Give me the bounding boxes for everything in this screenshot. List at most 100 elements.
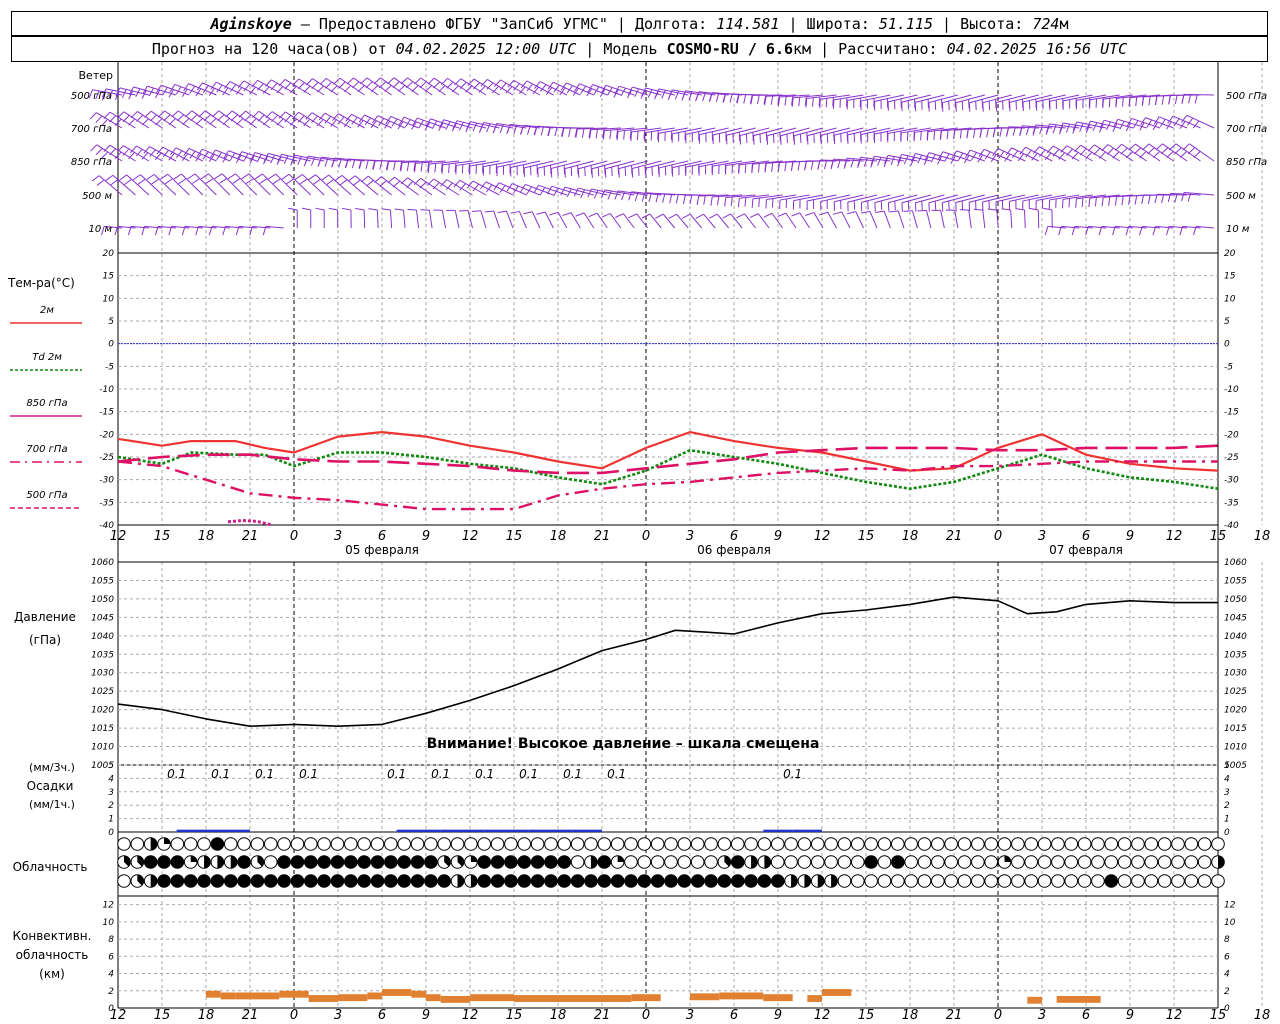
wind-barb-feather bbox=[1046, 145, 1054, 154]
cloud-symbol bbox=[557, 837, 572, 851]
wind-barb-staff bbox=[312, 78, 338, 96]
precip-bar bbox=[763, 829, 793, 832]
wind-barb-feather bbox=[115, 87, 121, 97]
wind-barb-staff bbox=[855, 211, 864, 229]
wind-barb-staff bbox=[1080, 144, 1107, 162]
hour-tick-label: 18 bbox=[550, 529, 567, 544]
precip-tick-right: 4 bbox=[1224, 774, 1230, 784]
wind-barb-feather bbox=[1179, 121, 1186, 129]
wind-barb-feather bbox=[763, 95, 767, 105]
wind-barb-feather bbox=[137, 178, 146, 185]
wind-barb-feather bbox=[580, 85, 587, 94]
conv-label-1: Конвективн. bbox=[13, 929, 92, 943]
wind-barb-feather bbox=[472, 183, 480, 192]
wind-barb-staff bbox=[874, 94, 905, 102]
cloud-fill-full bbox=[144, 855, 157, 869]
cloud-circle bbox=[1037, 837, 1052, 851]
cloud-symbol bbox=[904, 855, 918, 869]
wind-barb bbox=[982, 194, 1012, 212]
wind-barb bbox=[278, 78, 312, 96]
wind-barb-feather bbox=[546, 185, 553, 195]
cloud-fill-part bbox=[150, 837, 157, 851]
wind-barb bbox=[791, 94, 824, 107]
wind-barb-staff bbox=[968, 210, 972, 229]
wind-barb-staff bbox=[926, 210, 932, 229]
wind-barb-feather bbox=[818, 96, 821, 106]
wind-barb-feather bbox=[643, 130, 646, 140]
wind-barb-feather bbox=[264, 79, 272, 87]
wind-barb-staff bbox=[766, 127, 797, 137]
wind-barb bbox=[1098, 225, 1120, 236]
wind-barb-feather bbox=[343, 119, 351, 128]
wind-barb bbox=[549, 211, 568, 229]
wind-barb-feather bbox=[427, 77, 435, 85]
cloud-symbol bbox=[570, 837, 585, 851]
hour-tick-label: 15 bbox=[858, 1008, 875, 1023]
wind-barb-feather bbox=[182, 118, 190, 125]
wind-barb-feather bbox=[877, 157, 882, 166]
hour-tick-label: 9 bbox=[774, 529, 782, 544]
wind-barb-staff bbox=[433, 178, 460, 196]
cloud-circle bbox=[357, 837, 371, 851]
pressure-tick-left: 1005 bbox=[91, 761, 114, 771]
wind-barb-feather bbox=[404, 119, 411, 128]
cloud-fill-full bbox=[611, 874, 624, 888]
wind-barb-feather bbox=[669, 194, 673, 204]
cloud-circle bbox=[1091, 855, 1105, 869]
cloud-symbol bbox=[237, 837, 251, 851]
wind-barb-staff bbox=[1121, 143, 1147, 162]
wind-barb-staff bbox=[96, 112, 123, 129]
wind-barb-feather bbox=[168, 89, 174, 98]
wind-barb-feather bbox=[1187, 192, 1192, 202]
cloud-fill-part bbox=[164, 837, 171, 844]
wind-barb-staff bbox=[1094, 144, 1120, 162]
wind-barb-feather bbox=[155, 89, 161, 99]
wind-barb bbox=[749, 213, 770, 229]
wind-barb-staff bbox=[324, 112, 352, 129]
cloud-fill-full bbox=[517, 874, 531, 888]
precip-unit-1h: (мм/1ч.) bbox=[29, 798, 75, 811]
wind-barb-feather bbox=[1108, 98, 1111, 108]
wind-barb-feather bbox=[641, 213, 651, 219]
hour-tick-label: 3 bbox=[334, 1008, 342, 1023]
wind-barb-feather bbox=[896, 157, 902, 167]
wind-barb-staff bbox=[363, 209, 366, 229]
wind-barb-feather bbox=[959, 129, 962, 139]
wind-barb-staff bbox=[955, 194, 985, 203]
temp-legend-label: 700 гПа bbox=[26, 444, 67, 455]
wind-barb-staff bbox=[126, 174, 150, 196]
precip-value-label: 0.1 bbox=[783, 767, 802, 781]
cloud-symbol bbox=[797, 855, 812, 869]
wind-barb-feather bbox=[702, 92, 706, 102]
wind-barb bbox=[577, 160, 608, 178]
wind-barb-feather bbox=[270, 114, 279, 122]
wind-barb bbox=[319, 77, 352, 96]
wind-barb-staff bbox=[739, 127, 770, 136]
cloud-symbol bbox=[530, 874, 545, 888]
date-label: 06 февраля bbox=[697, 543, 771, 557]
wind-barb-feather bbox=[1074, 144, 1082, 153]
cloud-circle bbox=[344, 837, 358, 851]
wind-barb-staff bbox=[888, 194, 918, 204]
wind-barb-staff bbox=[162, 146, 190, 162]
wind-barb-feather bbox=[1128, 97, 1131, 107]
wind-barb-staff bbox=[496, 122, 527, 129]
wind-barb-staff bbox=[874, 127, 905, 135]
wind-barb-feather bbox=[1146, 119, 1153, 128]
cloud-symbol bbox=[744, 874, 758, 888]
wind-barb-feather bbox=[940, 130, 942, 140]
wind-barb-feather bbox=[249, 155, 255, 164]
wind-barb-feather bbox=[1140, 117, 1146, 126]
cloud-symbol bbox=[944, 874, 958, 888]
wind-barb-staff bbox=[1074, 225, 1093, 229]
cloud-fill-full bbox=[597, 874, 611, 888]
wind-barb-feather bbox=[520, 184, 526, 193]
wind-barb-feather bbox=[337, 116, 345, 125]
cloud-circle bbox=[1144, 855, 1159, 869]
wind-barb-feather bbox=[580, 189, 586, 198]
wind-barb-staff bbox=[109, 111, 136, 129]
cloud-symbol bbox=[1144, 837, 1159, 851]
cloud-symbol bbox=[1091, 874, 1105, 888]
pressure-tick-left: 1025 bbox=[91, 687, 114, 697]
wind-barb bbox=[292, 78, 325, 96]
